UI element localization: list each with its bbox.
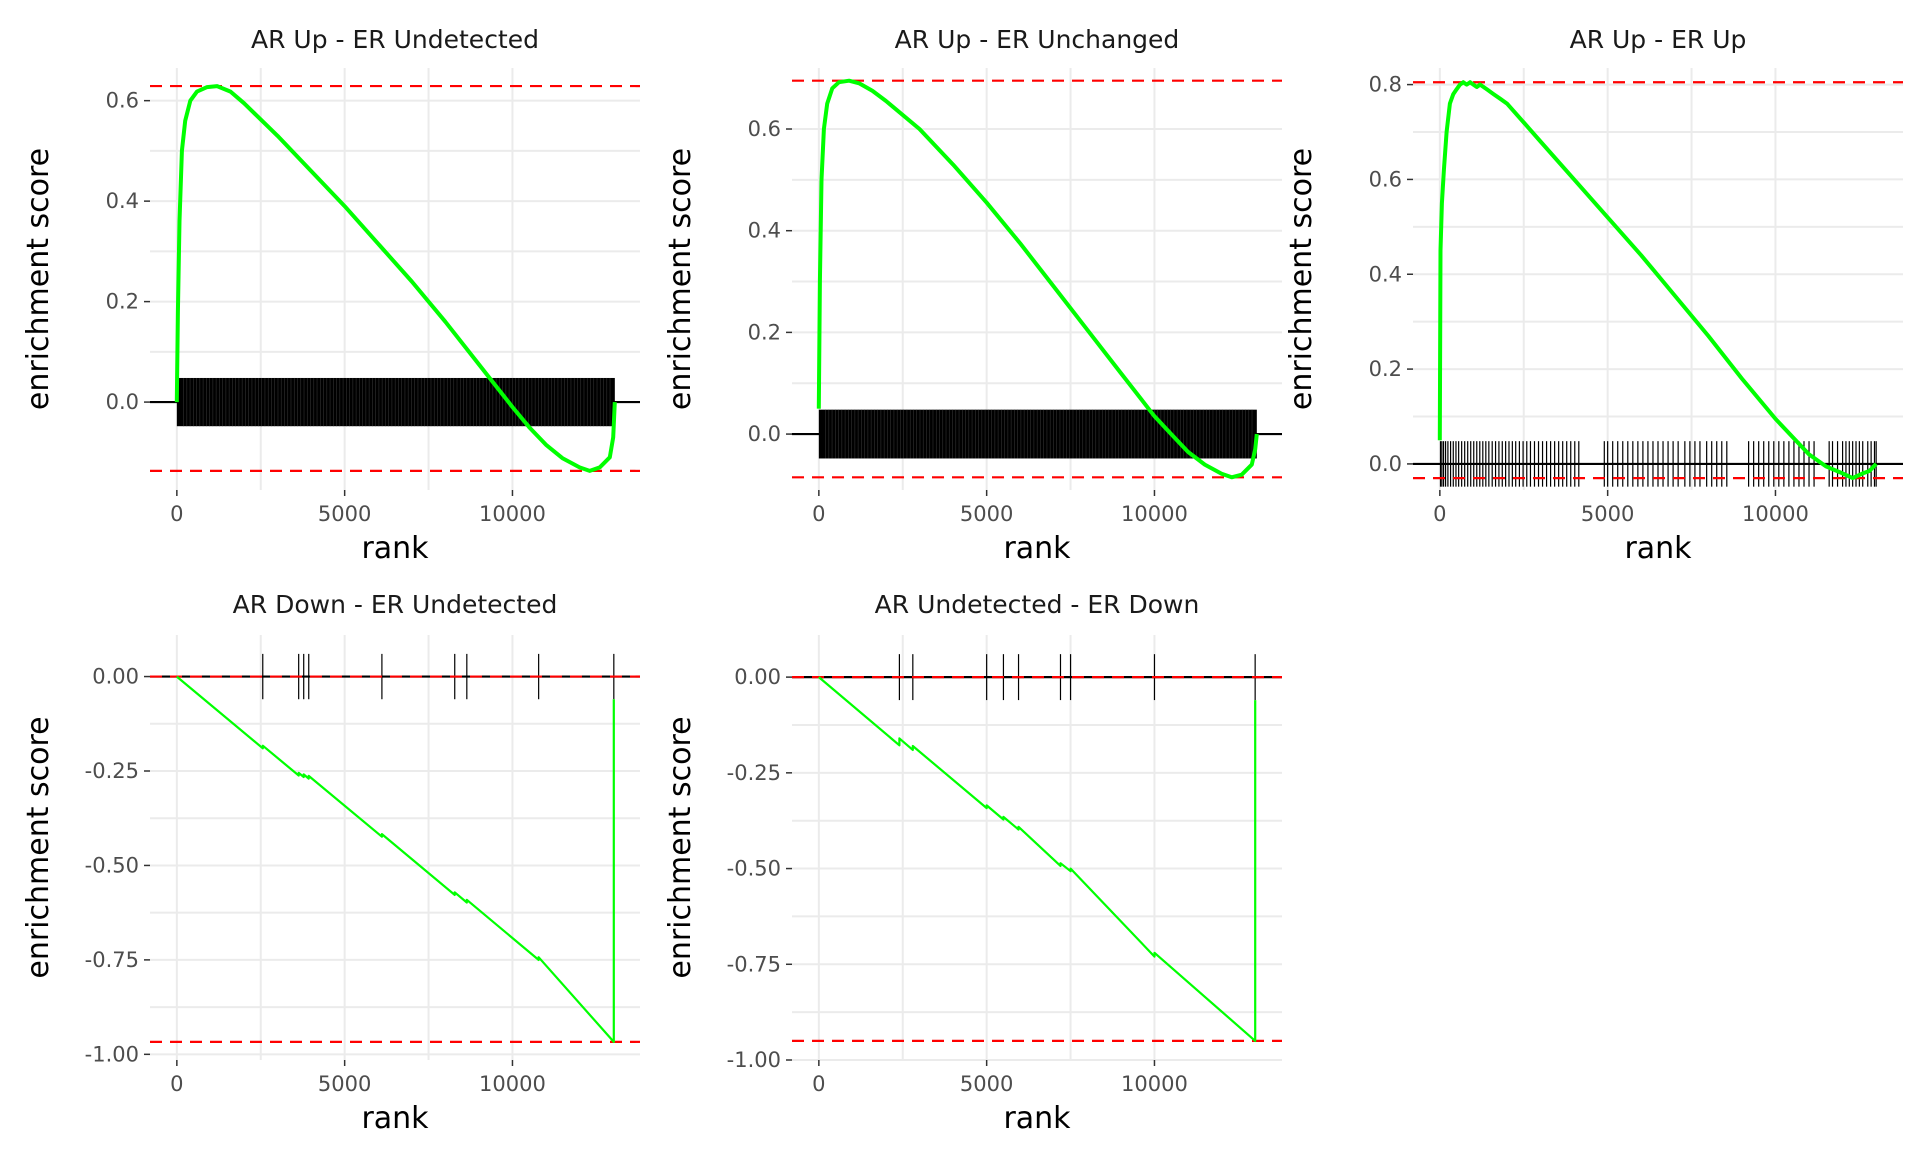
y-tick-label: 0.00 — [92, 665, 139, 689]
x-tick-label: 5000 — [318, 1072, 371, 1096]
enrichment-curve — [174, 84, 617, 473]
panel-2: 0.0 0.2 0.4 0.6 0 5000 10000 AR Up - ER Unchang… — [663, 25, 1282, 566]
enrichment-curve — [818, 676, 1257, 1043]
y-tick-label: 0.00 — [734, 665, 781, 689]
x-tick-label: 5000 — [960, 502, 1013, 526]
x-tick-label: 0 — [1433, 502, 1446, 526]
x-tick-label: 5000 — [318, 502, 371, 526]
x-tick-label: 5000 — [1581, 502, 1634, 526]
y-tick-label: 0.4 — [748, 219, 781, 243]
y-tick-label: -0.50 — [727, 857, 781, 881]
enrichment-curve — [176, 675, 615, 1044]
y-axis-title: enrichment score — [663, 716, 698, 978]
y-axis-title: enrichment score — [663, 148, 698, 410]
y-tick-label: 0.4 — [106, 189, 139, 213]
x-tick-label: 0 — [170, 502, 183, 526]
x-tick-label: 0 — [812, 502, 825, 526]
y-tick-label: 0.2 — [106, 290, 139, 314]
y-axis-title: enrichment score — [21, 148, 56, 410]
y-tick-label: -0.25 — [727, 761, 781, 785]
panel-title: AR Up - ER Up — [1570, 25, 1747, 54]
y-tick-label: 0.6 — [1369, 167, 1402, 191]
y-tick-label: -0.25 — [85, 759, 139, 783]
y-tick-label: -1.00 — [727, 1048, 781, 1072]
panel-3: 0.0 0.2 0.4 0.6 0.8 0 5000 10000 AR Up - ER Up ra… — [1284, 25, 1903, 566]
y-tick-label: 0.0 — [1369, 452, 1402, 476]
x-tick-label: 10000 — [479, 1072, 546, 1096]
panel-title: AR Down - ER Undetected — [233, 590, 558, 619]
panel-1: 0.0 0.2 0.4 0.6 0 5000 10000 AR Up - ER Undetec… — [21, 25, 640, 566]
panel-title: AR Up - ER Undetected — [251, 25, 539, 54]
y-tick-label: -0.75 — [85, 948, 139, 972]
x-tick-label: 10000 — [479, 502, 546, 526]
enrichment-curve — [816, 78, 1259, 480]
x-axis-title: rank — [1003, 531, 1071, 566]
x-tick-label: 0 — [812, 1072, 825, 1096]
panel-4: 0.00 -0.25 -0.50 -0.75 -1.00 0 5000 10000 AR Dow… — [21, 590, 640, 1136]
y-axis-title: enrichment score — [1284, 148, 1319, 410]
x-axis-title: rank — [1003, 1101, 1071, 1136]
hit-ticks-dense — [818, 409, 1257, 459]
panel-title: AR Up - ER Unchanged — [895, 25, 1180, 54]
y-tick-label: 0.0 — [106, 390, 139, 414]
enrichment-curve — [1437, 80, 1878, 481]
y-tick-label: -0.50 — [85, 853, 139, 877]
x-tick-label: 5000 — [960, 1072, 1013, 1096]
panel-title: AR Undetected - ER Down — [875, 590, 1200, 619]
hit-ticks-dense — [176, 377, 615, 427]
x-axis-title: rank — [1624, 531, 1692, 566]
y-axis-title: enrichment score — [21, 716, 56, 978]
y-tick-label: 0.0 — [748, 422, 781, 446]
x-axis-title: rank — [361, 1101, 429, 1136]
y-tick-label: 0.2 — [1369, 357, 1402, 381]
y-tick-label: 0.6 — [106, 89, 139, 113]
x-tick-label: 10000 — [1742, 502, 1809, 526]
x-axis-title: rank — [361, 531, 429, 566]
y-tick-label: 0.8 — [1369, 73, 1402, 97]
panel-5: 0.00 -0.25 -0.50 -0.75 -1.00 0 5000 10000 AR Und… — [663, 590, 1282, 1136]
y-tick-label: 0.6 — [748, 117, 781, 141]
y-tick-label: 0.4 — [1369, 262, 1402, 286]
y-tick-label: -0.75 — [727, 952, 781, 976]
x-tick-label: 10000 — [1121, 502, 1188, 526]
y-tick-label: -1.00 — [85, 1042, 139, 1066]
x-tick-label: 0 — [170, 1072, 183, 1096]
x-tick-label: 10000 — [1121, 1072, 1188, 1096]
y-tick-label: 0.2 — [748, 320, 781, 344]
